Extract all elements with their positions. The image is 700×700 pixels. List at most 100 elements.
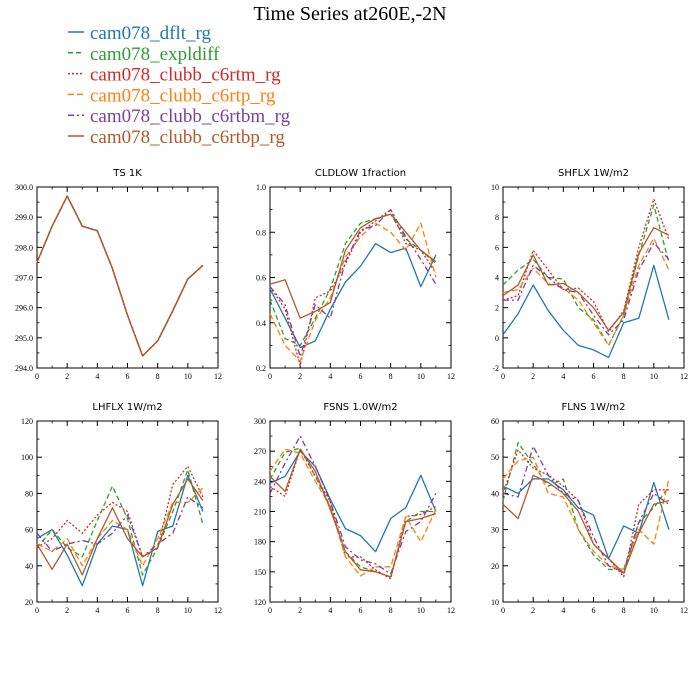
y-tick-label: 298.0 xyxy=(15,243,33,252)
panel-title: CLDLOW 1fraction xyxy=(315,168,406,179)
y-tick-label: 0 xyxy=(495,334,499,343)
x-tick-label: 2 xyxy=(531,606,535,615)
x-tick-label: 2 xyxy=(531,372,535,381)
y-tick-label: 299.0 xyxy=(15,213,33,222)
y-tick-label: 80 xyxy=(25,489,33,498)
x-tick-label: 6 xyxy=(359,372,363,381)
y-tick-label: 4 xyxy=(495,274,499,283)
x-tick-label: 4 xyxy=(561,606,565,615)
x-tick-label: 2 xyxy=(298,372,302,381)
series-line xyxy=(502,445,670,574)
series-line xyxy=(269,208,437,358)
y-tick-label: 0.6 xyxy=(256,274,266,283)
legend-label: cam078_clubb_c6rtbp_rg xyxy=(90,127,285,148)
panel: LHFLX 1W/m2 0 2 4 6 8 10 12 20 40 60 80 100 120 xyxy=(21,402,222,615)
y-tick-label: 300 xyxy=(254,417,266,426)
x-tick-label: 10 xyxy=(650,372,658,381)
legend-item: cam078_clubb_c6rtbp_rg xyxy=(68,127,285,148)
x-tick-label: 2 xyxy=(65,372,69,381)
panel-title: SHFLX 1W/m2 xyxy=(558,168,629,179)
y-tick-label: 295.0 xyxy=(15,334,33,343)
legend-item: cam078_expldiff xyxy=(68,44,220,65)
panel-title: LHFLX 1W/m2 xyxy=(92,402,162,413)
series-line xyxy=(36,478,204,576)
y-tick-label: 296.0 xyxy=(15,304,33,313)
x-tick-label: 4 xyxy=(328,372,332,381)
x-tick-label: 8 xyxy=(622,372,626,381)
legend-item: cam078_clubb_c6rtm_rg xyxy=(68,65,281,86)
series-line xyxy=(269,448,437,580)
legend-label: cam078_clubb_c6rtm_rg xyxy=(90,65,281,86)
panel-title: TS 1K xyxy=(112,168,142,179)
series-line xyxy=(269,242,437,349)
legend-label: cam078_expldiff xyxy=(90,44,220,65)
y-tick-label: 0.8 xyxy=(256,228,266,237)
legend-item: cam078_dflt_rg xyxy=(68,23,212,44)
panel: CLDLOW 1fraction 0 2 4 6 8 10 12 0.2 0.4 0.6 0.8 1.0 xyxy=(256,168,455,381)
y-tick-label: 120 xyxy=(21,417,33,426)
x-tick-label: 12 xyxy=(214,606,222,615)
figure-title: Time Series at260E,-2N xyxy=(253,3,446,25)
y-tick-label: 40 xyxy=(491,489,499,498)
series-line xyxy=(36,465,204,558)
x-tick-label: 0 xyxy=(501,606,505,615)
y-tick-label: 8 xyxy=(495,213,499,222)
y-tick-label: 270 xyxy=(254,447,266,456)
legend: cam078_dflt_rgcam078_expldiffcam078_club… xyxy=(68,23,291,148)
panel: FLNS 1W/m2 0 2 4 6 8 10 12 10 20 30 40 50 60 xyxy=(491,402,688,615)
y-tick-label: 60 xyxy=(491,417,499,426)
y-tick-label: 297.0 xyxy=(15,274,33,283)
panel: FSNS 1.0W/m2 0 2 4 6 8 10 12 120 150 180 210 240 270 3… xyxy=(254,402,455,615)
x-tick-label: 0 xyxy=(501,372,505,381)
y-tick-label: -2 xyxy=(492,364,499,373)
y-tick-label: 294.0 xyxy=(15,364,33,373)
y-tick-label: 100 xyxy=(21,453,33,462)
x-tick-label: 12 xyxy=(680,372,688,381)
y-tick-label: 240 xyxy=(254,477,266,486)
y-tick-label: 150 xyxy=(254,568,266,577)
x-tick-label: 4 xyxy=(328,606,332,615)
series-line xyxy=(36,474,204,587)
y-tick-label: 6 xyxy=(495,243,499,252)
y-tick-label: 20 xyxy=(25,598,33,607)
series-line xyxy=(269,447,436,578)
y-tick-label: 10 xyxy=(491,598,499,607)
y-tick-label: 40 xyxy=(25,562,33,571)
series-line xyxy=(503,242,670,336)
legend-label: cam078_clubb_c6rtp_rg xyxy=(90,85,276,106)
series-line xyxy=(269,448,437,578)
y-tick-label: 0.4 xyxy=(256,319,266,328)
x-tick-label: 8 xyxy=(389,606,393,615)
y-tick-label: 30 xyxy=(491,526,499,535)
x-tick-label: 12 xyxy=(680,606,688,615)
series-line xyxy=(269,435,437,575)
x-tick-label: 12 xyxy=(447,372,455,381)
series-line xyxy=(269,213,437,347)
legend-label: cam078_clubb_c6rtbm_rg xyxy=(90,106,291,127)
series-line xyxy=(502,456,670,571)
panel-title: FSNS 1.0W/m2 xyxy=(323,402,397,413)
x-tick-label: 10 xyxy=(184,372,192,381)
y-tick-label: 210 xyxy=(254,508,266,517)
panel-title: FLNS 1W/m2 xyxy=(561,402,625,413)
x-tick-label: 8 xyxy=(389,372,393,381)
x-tick-label: 0 xyxy=(35,606,39,615)
x-tick-label: 0 xyxy=(268,606,272,615)
x-tick-label: 10 xyxy=(184,606,192,615)
x-tick-label: 4 xyxy=(95,606,99,615)
x-tick-label: 2 xyxy=(298,606,302,615)
series-line xyxy=(269,213,437,319)
x-tick-label: 2 xyxy=(65,606,69,615)
y-tick-label: 50 xyxy=(491,453,499,462)
series-line xyxy=(502,474,670,574)
x-tick-label: 8 xyxy=(156,606,160,615)
x-tick-label: 6 xyxy=(126,372,130,381)
x-tick-label: 10 xyxy=(417,606,425,615)
x-tick-label: 4 xyxy=(95,372,99,381)
series-line xyxy=(269,208,437,367)
x-tick-label: 12 xyxy=(447,606,455,615)
y-tick-label: 20 xyxy=(491,562,499,571)
